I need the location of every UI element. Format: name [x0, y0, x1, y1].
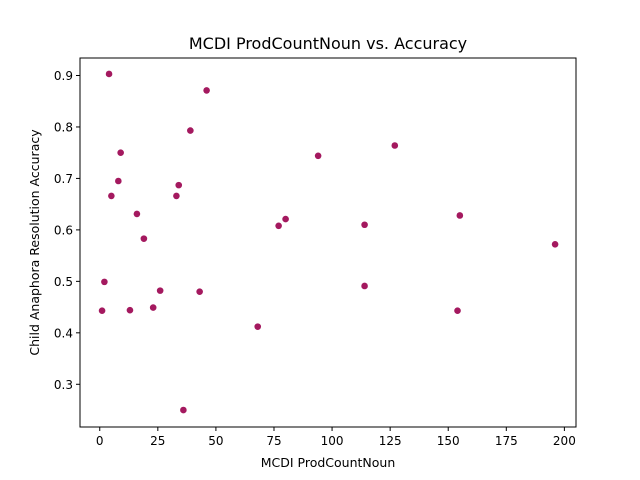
- x-tick-label: 150: [437, 434, 460, 448]
- data-point: [180, 406, 187, 414]
- data-point: [361, 282, 368, 290]
- x-tick-label: 75: [266, 434, 281, 448]
- data-point: [105, 70, 113, 78]
- data-point: [149, 304, 157, 311]
- plot-frame: [79, 57, 577, 428]
- data-point: [391, 142, 399, 149]
- chart-title: MCDI ProdCountNoun vs. Accuracy: [189, 34, 467, 53]
- data-point: [456, 212, 464, 219]
- data-point: [173, 192, 180, 200]
- y-tick-label: 0.4: [54, 326, 73, 340]
- data-point: [203, 87, 210, 94]
- data-point: [108, 192, 115, 200]
- data-point: [133, 210, 141, 218]
- y-tick-label: 0.5: [54, 275, 73, 289]
- data-point: [115, 177, 122, 185]
- data-point: [361, 221, 368, 229]
- y-axis-label: Child Anaphora Resolution Accuracy: [27, 129, 42, 356]
- data-point: [187, 127, 194, 134]
- data-point: [175, 181, 183, 189]
- data-point: [101, 278, 108, 286]
- y-tick-label: 0.8: [54, 120, 73, 134]
- data-point: [254, 323, 262, 330]
- data-point: [126, 306, 134, 314]
- y-tick-label: 0.9: [54, 69, 73, 83]
- x-axis-ticks: 0 25 50 75 100 125 150 175 200: [96, 427, 576, 448]
- x-tick-label: 200: [553, 434, 576, 448]
- x-axis-label: MCDI ProdCountNoun: [261, 455, 396, 470]
- x-tick-label: 25: [150, 434, 165, 448]
- x-tick-label: 175: [495, 434, 518, 448]
- data-point: [282, 215, 289, 223]
- data-point: [454, 307, 461, 314]
- data-point: [98, 307, 106, 314]
- data-point: [140, 235, 148, 242]
- data-point: [314, 152, 322, 160]
- data-point: [156, 287, 164, 294]
- x-tick-label: 50: [208, 434, 223, 448]
- y-tick-label: 0.6: [54, 223, 73, 237]
- data-points: [98, 70, 559, 414]
- data-point: [196, 288, 203, 295]
- x-tick-label: 0: [96, 434, 104, 448]
- x-tick-label: 125: [379, 434, 402, 448]
- y-tick-label: 0.3: [54, 378, 73, 392]
- data-point: [551, 241, 559, 248]
- data-point: [117, 149, 124, 156]
- y-tick-label: 0.7: [54, 172, 73, 186]
- data-point: [275, 222, 282, 230]
- y-axis-ticks: 0.3 0.4 0.5 0.6 0.7 0.8 0.9: [54, 69, 80, 392]
- x-tick-label: 100: [321, 434, 344, 448]
